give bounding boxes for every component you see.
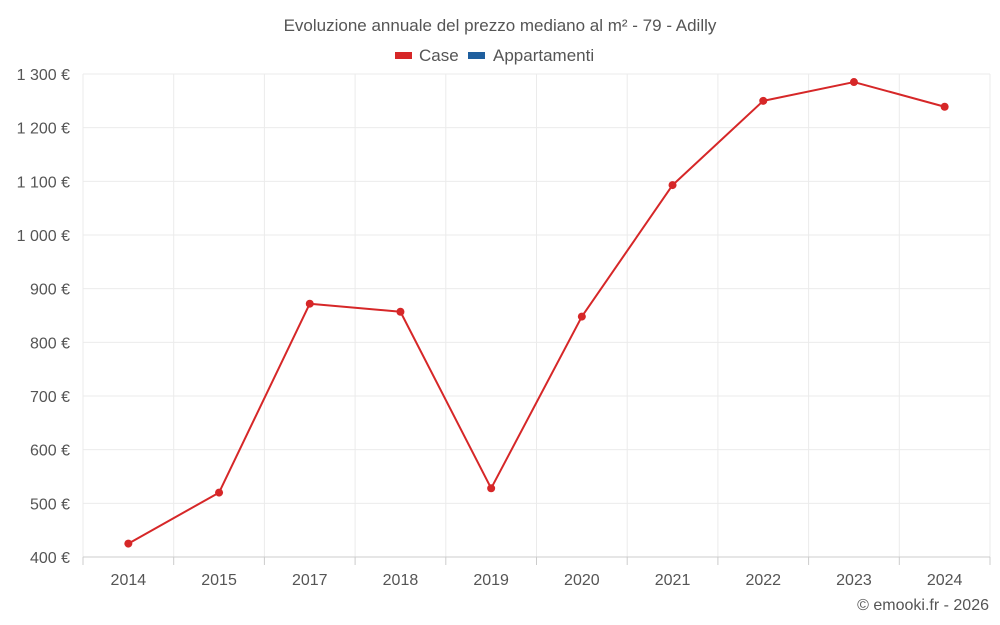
legend-item-appartamenti[interactable]: Appartamenti: [468, 46, 594, 65]
y-tick-label: 800 €: [30, 335, 70, 352]
data-point-2017[interactable]: [305, 299, 314, 308]
chart-title: Evoluzione annuale del prezzo mediano al…: [284, 16, 717, 35]
x-tick-label: 2023: [836, 572, 872, 589]
y-tick-label: 1 100 €: [17, 174, 70, 191]
x-tick-label: 2014: [111, 572, 147, 589]
y-tick-label: 700 €: [30, 389, 70, 406]
legend-label-appartamenti: Appartamenti: [493, 46, 594, 65]
data-point-2015[interactable]: [215, 488, 224, 497]
data-point-2018[interactable]: [396, 307, 405, 316]
y-tick-label: 1 000 €: [17, 228, 70, 245]
x-gridlines: [82, 74, 991, 557]
legend: Case Appartamenti: [395, 46, 594, 65]
x-tick-label: 2015: [201, 572, 237, 589]
series-line-case: [127, 81, 945, 545]
x-axis-ticks: 2014 2015 2017 2018 2019 2020 2021 2022 2023 2024: [82, 557, 991, 589]
data-point-2024[interactable]: [940, 102, 949, 111]
y-tick-label: 600 €: [30, 443, 70, 460]
series-lines: [127, 81, 945, 545]
data-point-2023[interactable]: [849, 78, 858, 87]
x-tick-label: 2024: [927, 572, 963, 589]
credit-text: © emooki.fr - 2026: [857, 597, 989, 614]
y-tick-label: 400 €: [30, 550, 70, 567]
x-tick-label: 2022: [745, 572, 781, 589]
x-tick-label: 2020: [564, 572, 600, 589]
data-point-2022[interactable]: [759, 96, 768, 105]
y-tick-label: 1 300 €: [17, 67, 70, 84]
legend-label-case: Case: [419, 46, 459, 65]
data-point-2019[interactable]: [487, 484, 496, 493]
legend-swatch-case: [395, 52, 412, 59]
data-point-2021[interactable]: [668, 181, 677, 190]
legend-item-case[interactable]: Case: [395, 46, 459, 65]
y-tick-label: 900 €: [30, 282, 70, 299]
x-tick-label: 2019: [473, 572, 509, 589]
x-tick-label: 2018: [383, 572, 419, 589]
y-tick-label: 1 200 €: [17, 121, 70, 138]
x-tick-label: 2021: [655, 572, 691, 589]
data-point-2014[interactable]: [124, 539, 133, 548]
y-axis-ticks: 400 € 500 € 600 € 700 € 800 € 900 € 1 000 € 1 1…: [17, 67, 70, 567]
data-point-2020[interactable]: [577, 312, 586, 321]
y-tick-label: 500 €: [30, 496, 70, 513]
legend-swatch-appartamenti: [468, 52, 485, 59]
x-tick-label: 2017: [292, 572, 328, 589]
series-points: [124, 78, 949, 548]
